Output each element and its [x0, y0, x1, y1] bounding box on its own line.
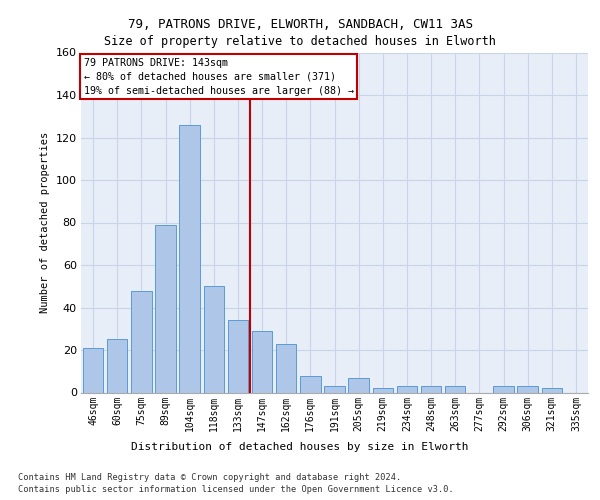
Bar: [517, 386, 538, 392]
Text: Contains HM Land Registry data © Crown copyright and database right 2024.: Contains HM Land Registry data © Crown c…: [18, 472, 401, 482]
Bar: [131, 290, 152, 392]
Bar: [373, 388, 393, 392]
Bar: [203, 286, 224, 393]
Bar: [83, 348, 103, 393]
Text: Size of property relative to detached houses in Elworth: Size of property relative to detached ho…: [104, 35, 496, 48]
Bar: [276, 344, 296, 392]
Bar: [493, 386, 514, 392]
Bar: [445, 386, 466, 392]
Bar: [349, 378, 369, 392]
Bar: [324, 386, 345, 392]
Text: 79, PATRONS DRIVE, ELWORTH, SANDBACH, CW11 3AS: 79, PATRONS DRIVE, ELWORTH, SANDBACH, CW…: [128, 18, 473, 30]
Bar: [542, 388, 562, 392]
Bar: [155, 224, 176, 392]
Y-axis label: Number of detached properties: Number of detached properties: [40, 132, 50, 313]
Text: 79 PATRONS DRIVE: 143sqm
← 80% of detached houses are smaller (371)
19% of semi-: 79 PATRONS DRIVE: 143sqm ← 80% of detach…: [83, 58, 353, 96]
Bar: [252, 331, 272, 392]
Bar: [300, 376, 320, 392]
Bar: [421, 386, 442, 392]
Bar: [227, 320, 248, 392]
Bar: [397, 386, 417, 392]
Text: Distribution of detached houses by size in Elworth: Distribution of detached houses by size …: [131, 442, 469, 452]
Bar: [179, 124, 200, 392]
Text: Contains public sector information licensed under the Open Government Licence v3: Contains public sector information licen…: [18, 485, 454, 494]
Bar: [107, 340, 127, 392]
